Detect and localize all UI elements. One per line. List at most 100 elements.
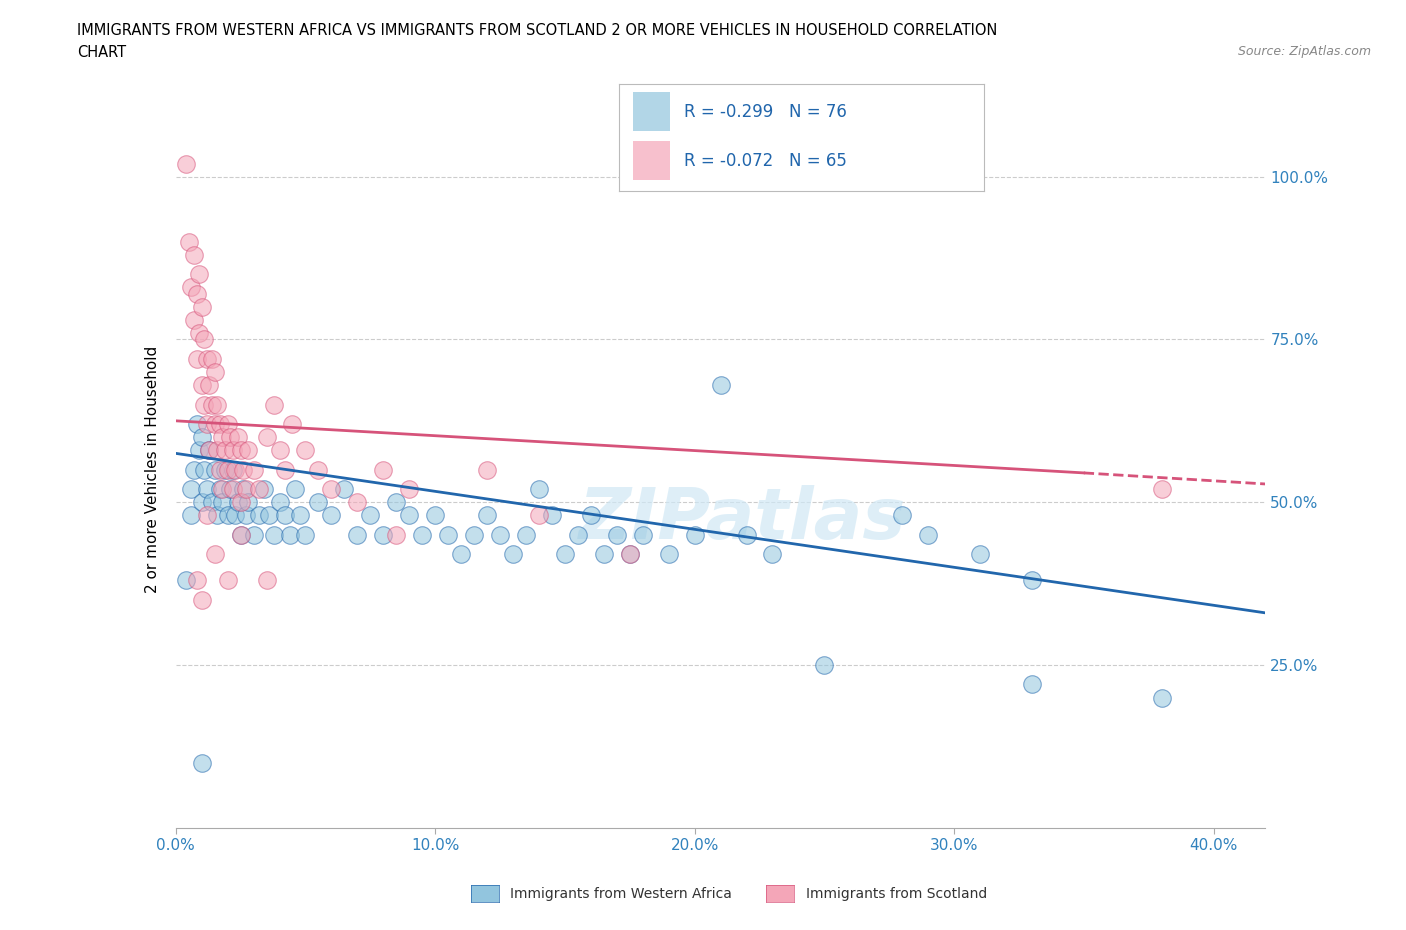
Point xyxy=(475,508,498,523)
Point xyxy=(204,417,226,432)
Point xyxy=(321,482,343,497)
Point xyxy=(242,527,264,542)
Point xyxy=(235,508,257,523)
Point xyxy=(201,352,224,366)
Point xyxy=(290,508,312,523)
Point xyxy=(211,495,233,510)
Point xyxy=(683,527,706,542)
Point xyxy=(188,326,211,340)
Point xyxy=(411,527,433,542)
Point xyxy=(969,547,991,562)
Point xyxy=(222,462,245,477)
Point xyxy=(201,397,224,412)
Point xyxy=(284,482,307,497)
Point xyxy=(229,527,252,542)
Point xyxy=(190,378,212,392)
Point xyxy=(527,508,550,523)
Point xyxy=(425,508,447,523)
Point xyxy=(177,234,200,249)
Text: Source: ZipAtlas.com: Source: ZipAtlas.com xyxy=(1237,45,1371,58)
Point xyxy=(554,547,576,562)
Text: R = -0.072   N = 65: R = -0.072 N = 65 xyxy=(685,152,848,169)
Point xyxy=(1021,677,1043,692)
Point xyxy=(219,430,242,445)
Point xyxy=(235,482,257,497)
Point xyxy=(193,462,215,477)
Point xyxy=(398,508,420,523)
Point xyxy=(190,592,212,607)
Point xyxy=(307,495,329,510)
Point xyxy=(606,527,628,542)
Point xyxy=(619,547,641,562)
Point xyxy=(180,280,202,295)
Point xyxy=(437,527,460,542)
Point xyxy=(274,462,297,477)
Point xyxy=(219,482,242,497)
Point xyxy=(195,482,218,497)
Text: Immigrants from Scotland: Immigrants from Scotland xyxy=(806,886,987,901)
Point xyxy=(761,547,783,562)
Point xyxy=(207,508,229,523)
Point xyxy=(190,430,212,445)
Point xyxy=(198,443,221,458)
Point xyxy=(229,443,252,458)
Point xyxy=(204,365,226,379)
Point xyxy=(450,547,472,562)
Point xyxy=(180,482,202,497)
Point xyxy=(321,508,343,523)
Point xyxy=(188,443,211,458)
Point xyxy=(257,508,280,523)
Text: Immigrants from Western Africa: Immigrants from Western Africa xyxy=(510,886,733,901)
Point xyxy=(346,527,368,542)
Point xyxy=(346,495,368,510)
Point xyxy=(917,527,939,542)
Point xyxy=(201,495,224,510)
Point xyxy=(232,462,254,477)
Point xyxy=(190,495,212,510)
Point xyxy=(186,352,208,366)
Point xyxy=(174,156,197,171)
Point xyxy=(217,462,239,477)
Point xyxy=(198,443,221,458)
Point xyxy=(592,547,614,562)
Point xyxy=(242,462,264,477)
Point xyxy=(198,378,221,392)
Text: R = -0.299   N = 76: R = -0.299 N = 76 xyxy=(685,102,848,121)
Point xyxy=(174,573,197,588)
Point xyxy=(333,482,356,497)
Point xyxy=(502,547,524,562)
Point xyxy=(658,547,681,562)
Bar xyxy=(633,141,669,180)
Point xyxy=(207,397,229,412)
Point xyxy=(214,462,236,477)
Point xyxy=(263,527,285,542)
Point xyxy=(307,462,329,477)
Point xyxy=(190,755,212,770)
Point xyxy=(269,495,291,510)
Point xyxy=(207,443,229,458)
Point xyxy=(208,462,231,477)
Point xyxy=(253,482,276,497)
Text: CHART: CHART xyxy=(77,45,127,60)
Point xyxy=(489,527,512,542)
Point xyxy=(247,508,270,523)
Point xyxy=(183,247,205,262)
Point xyxy=(359,508,381,523)
Bar xyxy=(633,92,669,131)
Point xyxy=(515,527,537,542)
Point xyxy=(294,527,316,542)
Point xyxy=(222,443,245,458)
Point xyxy=(217,573,239,588)
Point xyxy=(398,482,420,497)
Point xyxy=(217,417,239,432)
Point xyxy=(195,352,218,366)
Point xyxy=(373,462,395,477)
Point xyxy=(224,462,246,477)
Text: IMMIGRANTS FROM WESTERN AFRICA VS IMMIGRANTS FROM SCOTLAND 2 OR MORE VEHICLES IN: IMMIGRANTS FROM WESTERN AFRICA VS IMMIGR… xyxy=(77,23,998,38)
Point xyxy=(186,573,208,588)
Point xyxy=(475,462,498,477)
Point xyxy=(567,527,589,542)
Point xyxy=(278,527,301,542)
Point xyxy=(183,312,205,327)
Point xyxy=(385,495,408,510)
